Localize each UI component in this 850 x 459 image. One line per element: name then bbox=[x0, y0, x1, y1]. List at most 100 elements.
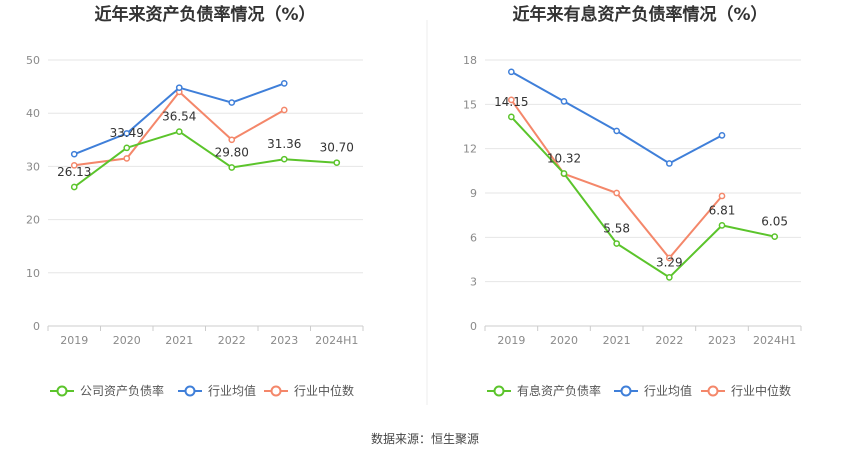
y-tick-label: 15 bbox=[463, 98, 477, 111]
data-point[interactable] bbox=[560, 98, 568, 105]
data-point[interactable] bbox=[70, 161, 78, 169]
legend-item[interactable]: 行业中位数 bbox=[701, 383, 791, 398]
data-point[interactable] bbox=[665, 160, 673, 167]
data-point[interactable] bbox=[280, 80, 288, 87]
data-point[interactable] bbox=[560, 170, 568, 177]
data-label: 6.05 bbox=[761, 215, 788, 229]
x-tick-label: 2019 bbox=[497, 334, 525, 347]
legend-marker-icon bbox=[707, 385, 719, 397]
legend-item[interactable]: 公司资产负债率 bbox=[50, 383, 164, 398]
legend-marker-icon bbox=[270, 385, 282, 397]
x-tick-label: 2019 bbox=[60, 334, 88, 347]
data-point[interactable] bbox=[280, 106, 288, 114]
data-label: 3.29 bbox=[656, 255, 683, 269]
legend-item[interactable]: 行业均值 bbox=[178, 383, 256, 398]
series-company bbox=[70, 128, 341, 191]
legend-label: 公司资产负债率 bbox=[80, 383, 164, 398]
series-industry-median bbox=[507, 96, 726, 262]
x-tick-label: 2024H1 bbox=[753, 334, 796, 347]
data-point[interactable] bbox=[280, 155, 288, 163]
chart-title: 近年来有息资产负债率情况（%） bbox=[512, 4, 767, 25]
x-tick-label: 2022 bbox=[218, 334, 246, 347]
data-labels: 26.13 33.49 36.54 29.80 31.36 30.70 bbox=[57, 110, 354, 179]
data-source: 数据来源：恒生聚源 bbox=[371, 431, 479, 446]
legend: 有息资产负债率 行业均值 行业中位数 bbox=[487, 383, 791, 398]
y-tick-label: 18 bbox=[463, 54, 477, 67]
data-point[interactable] bbox=[175, 128, 183, 135]
data-point[interactable] bbox=[613, 127, 621, 135]
data-label: 30.70 bbox=[320, 141, 354, 155]
y-tick-label: 40 bbox=[26, 107, 40, 120]
x-tick-label: 2023 bbox=[708, 334, 736, 347]
data-point[interactable] bbox=[228, 136, 236, 144]
y-tick-label: 30 bbox=[26, 160, 40, 173]
y-tick-label: 20 bbox=[26, 214, 40, 227]
y-tick-label: 3 bbox=[470, 276, 477, 289]
legend-label: 行业均值 bbox=[644, 383, 692, 398]
data-point[interactable] bbox=[123, 155, 131, 162]
data-label: 14.15 bbox=[494, 95, 528, 109]
series-line bbox=[73, 130, 337, 188]
data-label: 31.36 bbox=[267, 137, 301, 151]
data-point[interactable] bbox=[665, 274, 673, 281]
data-point[interactable] bbox=[123, 144, 131, 152]
legend-marker-icon bbox=[184, 385, 196, 397]
chart-debt-ratio: 近年来资产负债率情况（%） 0 10 20 30 40 50 2019 2020 2021 2022… bbox=[26, 4, 364, 398]
data-point[interactable] bbox=[228, 99, 236, 106]
data-point[interactable] bbox=[507, 96, 515, 104]
legend-item[interactable]: 行业均值 bbox=[614, 383, 692, 398]
x-tick-label: 2021 bbox=[603, 334, 631, 347]
legend-label: 行业均值 bbox=[208, 383, 256, 398]
legend-label: 有息资产负债率 bbox=[517, 383, 601, 398]
data-label: 5.58 bbox=[603, 222, 630, 236]
y-tick-label: 0 bbox=[470, 320, 477, 333]
data-point[interactable] bbox=[175, 84, 183, 92]
x-tick-label: 2022 bbox=[655, 334, 683, 347]
legend-label: 行业中位数 bbox=[731, 383, 791, 398]
chart-interest-debt-ratio: 近年来有息资产负债率情况（%） 0 3 6 9 12 15 18 2019 2020 2021 202… bbox=[463, 4, 802, 398]
x-tick-label: 2020 bbox=[113, 334, 141, 347]
chart-title: 近年来资产负债率情况（%） bbox=[94, 4, 315, 25]
series-industry-mean bbox=[70, 80, 288, 158]
y-tick-label: 50 bbox=[26, 54, 40, 67]
data-point[interactable] bbox=[613, 189, 621, 197]
x-tick-label: 2023 bbox=[270, 334, 298, 347]
data-point[interactable] bbox=[507, 113, 515, 121]
legend-label: 行业中位数 bbox=[294, 383, 354, 398]
y-tick-label: 9 bbox=[470, 187, 477, 200]
data-label: 29.80 bbox=[215, 145, 249, 159]
data-point[interactable] bbox=[771, 233, 779, 240]
data-point[interactable] bbox=[613, 240, 621, 247]
legend-marker-icon bbox=[620, 385, 632, 397]
legend-marker-icon bbox=[56, 385, 68, 397]
data-point[interactable] bbox=[507, 68, 515, 76]
data-point[interactable] bbox=[70, 183, 78, 191]
data-point[interactable] bbox=[70, 150, 78, 158]
data-label: 6.81 bbox=[709, 203, 736, 217]
data-label: 33.49 bbox=[110, 126, 144, 140]
series-industry-mean bbox=[507, 68, 726, 167]
data-point[interactable] bbox=[718, 192, 726, 200]
data-labels: 14.15 10.32 5.58 3.29 6.81 6.05 bbox=[494, 95, 788, 269]
x-tick-label: 2021 bbox=[165, 334, 193, 347]
legend: 公司资产负债率 行业均值 行业中位数 bbox=[50, 383, 354, 398]
data-label: 26.13 bbox=[57, 165, 91, 179]
data-point[interactable] bbox=[665, 254, 673, 262]
x-tick-label: 2024H1 bbox=[315, 334, 358, 347]
data-point[interactable] bbox=[123, 130, 131, 137]
y-tick-label: 6 bbox=[470, 231, 477, 244]
y-tick-label: 12 bbox=[463, 143, 477, 156]
x-tick-label: 2020 bbox=[550, 334, 578, 347]
data-label: 10.32 bbox=[547, 151, 581, 165]
legend-item[interactable]: 行业中位数 bbox=[264, 383, 354, 398]
series-company bbox=[507, 113, 779, 281]
data-label: 36.54 bbox=[162, 110, 196, 124]
legend-marker-icon bbox=[493, 385, 505, 397]
data-point[interactable] bbox=[718, 132, 726, 139]
data-point[interactable] bbox=[228, 164, 236, 171]
data-point[interactable] bbox=[718, 222, 726, 229]
data-point[interactable] bbox=[333, 159, 341, 167]
legend-item[interactable]: 有息资产负债率 bbox=[487, 383, 601, 398]
y-tick-label: 10 bbox=[26, 267, 40, 280]
